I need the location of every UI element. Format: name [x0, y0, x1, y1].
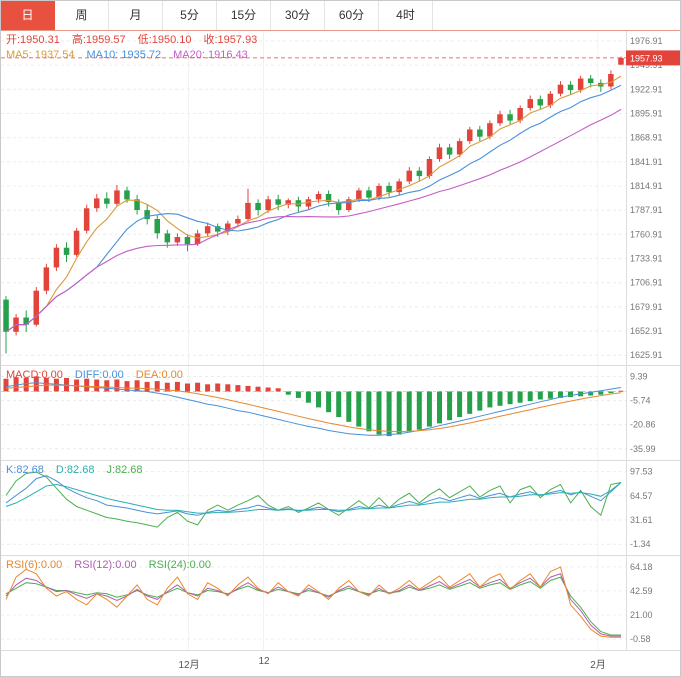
- svg-text:42.59: 42.59: [630, 586, 653, 596]
- x-axis-label: 12: [258, 656, 270, 667]
- svg-text:1957.93: 1957.93: [630, 53, 663, 63]
- svg-text:-35.99: -35.99: [630, 444, 656, 454]
- tab-day[interactable]: 日: [1, 1, 55, 30]
- svg-text:1868.91: 1868.91: [630, 133, 663, 143]
- macd-panel: 9.39 -5.74 -20.86 -35.99 MACD:0.00 DIFF:0.0…: [1, 365, 680, 460]
- kdj-canvas[interactable]: 97.53 64.57 31.61 -1.34: [1, 461, 680, 555]
- x-axis-label: 2月: [590, 660, 606, 671]
- tab-5min[interactable]: 5分: [163, 1, 217, 30]
- svg-text:1922.91: 1922.91: [630, 84, 663, 94]
- rsi-panel: 64.18 42.59 21.00 -0.58 RSI(6):0.00 RSI(12)…: [1, 555, 680, 650]
- tab-month[interactable]: 月: [109, 1, 163, 30]
- svg-text:1787.91: 1787.91: [630, 205, 663, 215]
- svg-text:1895.91: 1895.91: [630, 109, 663, 119]
- main-chart-canvas[interactable]: 1976.911949.911922.911895.911868.911841.…: [1, 31, 680, 365]
- macd-canvas[interactable]: 9.39 -5.74 -20.86 -35.99: [1, 366, 680, 460]
- svg-text:-0.58: -0.58: [630, 634, 651, 644]
- svg-text:1652.91: 1652.91: [630, 326, 663, 336]
- svg-text:1625.91: 1625.91: [630, 350, 663, 360]
- svg-text:64.57: 64.57: [630, 491, 653, 501]
- svg-text:1733.91: 1733.91: [630, 254, 663, 264]
- timeframe-tabbar: 日 周 月 5分 15分 30分 60分 4时: [1, 1, 680, 31]
- rsi-canvas[interactable]: 64.18 42.59 21.00 -0.58: [1, 556, 680, 650]
- tab-30min[interactable]: 30分: [271, 1, 325, 30]
- svg-text:-5.74: -5.74: [630, 396, 651, 406]
- svg-text:9.39: 9.39: [630, 372, 648, 382]
- svg-text:1706.91: 1706.91: [630, 278, 663, 288]
- svg-text:31.61: 31.61: [630, 515, 653, 525]
- svg-text:1976.91: 1976.91: [630, 36, 663, 46]
- svg-text:97.53: 97.53: [630, 467, 653, 477]
- svg-text:21.00: 21.00: [630, 610, 653, 620]
- svg-text:64.18: 64.18: [630, 562, 653, 572]
- svg-text:1814.91: 1814.91: [630, 181, 663, 191]
- tab-week[interactable]: 周: [55, 1, 109, 30]
- x-axis: 12月 12 2月: [1, 650, 680, 676]
- kdj-panel: 97.53 64.57 31.61 -1.34 K:82.68 D:82.68 J:8…: [1, 460, 680, 555]
- svg-text:1679.91: 1679.91: [630, 302, 663, 312]
- x-axis-label: 12月: [178, 660, 200, 671]
- tab-4hour[interactable]: 4时: [379, 1, 433, 30]
- tab-15min[interactable]: 15分: [217, 1, 271, 30]
- svg-text:1841.91: 1841.91: [630, 157, 663, 167]
- svg-text:-1.34: -1.34: [630, 539, 651, 549]
- tab-60min[interactable]: 60分: [325, 1, 379, 30]
- main-chart-panel: 1976.911949.911922.911895.911868.911841.…: [1, 31, 680, 365]
- svg-text:1760.91: 1760.91: [630, 229, 663, 239]
- svg-text:-20.86: -20.86: [630, 420, 656, 430]
